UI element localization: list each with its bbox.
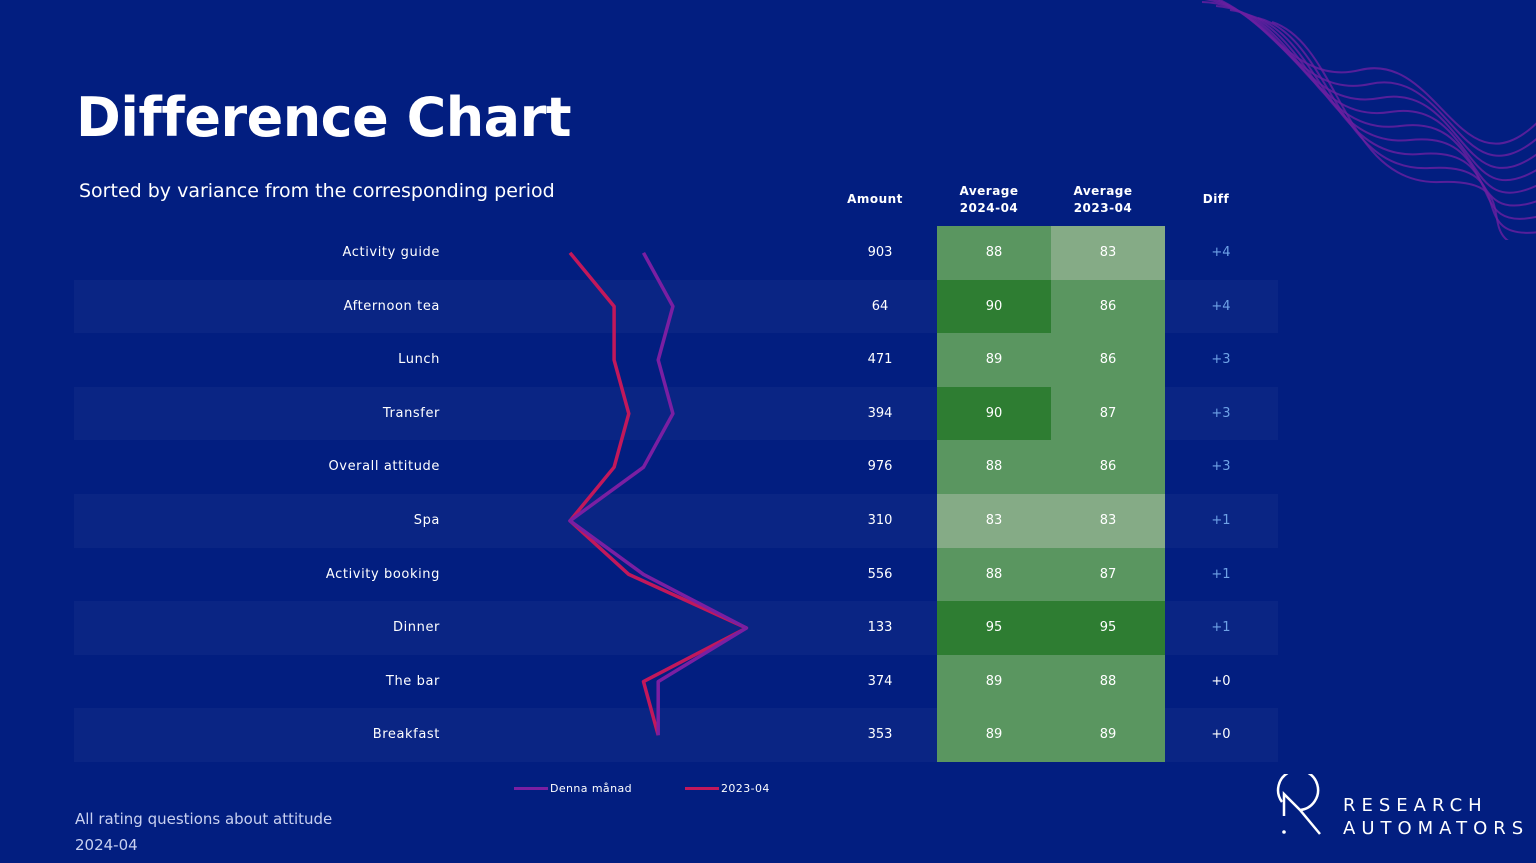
avg-current-cell: 95 xyxy=(937,601,1051,655)
avg-prev-cell: 95 xyxy=(1051,601,1165,655)
table-row: Activity guide 903 88 83 +4 xyxy=(74,226,1278,280)
diff-cell: +1 xyxy=(1211,620,1231,636)
row-label: Spa xyxy=(413,513,440,528)
wave-line xyxy=(1215,5,1536,194)
wave-line xyxy=(1271,21,1510,240)
series-line-current xyxy=(568,251,749,736)
diff-cell: +0 xyxy=(1211,673,1231,689)
amount-cell: 133 xyxy=(867,620,893,636)
table-row: Activity booking 556 88 87 +1 xyxy=(74,547,1278,602)
amount-cell: 976 xyxy=(867,459,893,475)
amount-cell: 310 xyxy=(867,513,893,528)
amount-cell: 903 xyxy=(867,245,893,260)
diff-cell: +4 xyxy=(1211,298,1231,314)
row-label: Activity guide xyxy=(342,245,440,260)
footer-period: 2024-04 xyxy=(75,836,138,854)
header-amount: Amount xyxy=(847,192,903,206)
avg-current-cell: 89 xyxy=(937,654,1051,709)
amount-cell: 471 xyxy=(867,352,893,368)
amount-cell: 353 xyxy=(867,727,893,743)
amount-cell: 64 xyxy=(871,298,889,314)
wave-decoration xyxy=(1201,0,1536,240)
table-row: Afternoon tea 64 90 86 +4 xyxy=(74,279,1278,334)
avg-current-cell: 90 xyxy=(937,279,1051,334)
avg-prev-cell: 87 xyxy=(1051,547,1165,602)
wave-line xyxy=(1201,1,1536,182)
avg-current-cell: 88 xyxy=(937,226,1051,280)
amount-cell: 556 xyxy=(867,566,893,582)
avg-prev-cell: 89 xyxy=(1051,708,1165,762)
avg-current-cell: 89 xyxy=(937,708,1051,762)
logo-text: RESEARCH AUTOMATORS xyxy=(1343,795,1530,839)
diff-cell: +1 xyxy=(1211,566,1231,582)
legend-swatch xyxy=(685,787,719,790)
row-label: Afternoon tea xyxy=(343,298,440,314)
avg-prev-cell: 87 xyxy=(1051,386,1165,441)
subtitle: Sorted by variance from the correspondin… xyxy=(79,180,555,202)
row-label: Activity booking xyxy=(325,566,440,582)
diff-cell: +0 xyxy=(1211,727,1231,743)
table-row: Overall attitude 976 88 86 +3 xyxy=(74,440,1278,494)
wave-line xyxy=(1203,0,1536,169)
legend-item-prev: 2023-04 xyxy=(685,782,770,795)
row-label: Dinner xyxy=(392,620,440,636)
footer-note: All rating questions about attitude xyxy=(75,810,333,828)
row-label: Lunch xyxy=(398,352,440,368)
table-row: Lunch 471 89 86 +3 xyxy=(74,333,1278,387)
avg-prev-cell: 83 xyxy=(1051,226,1165,280)
diff-cell: +3 xyxy=(1211,352,1231,368)
table-row: Transfer 394 90 87 +3 xyxy=(74,386,1278,441)
table-row: The bar 374 89 88 +0 xyxy=(74,654,1278,709)
legend-swatch xyxy=(514,787,548,790)
diff-cell: +1 xyxy=(1211,513,1231,528)
amount-cell: 374 xyxy=(867,673,893,689)
avg-prev-cell: 86 xyxy=(1051,440,1165,494)
row-label: Transfer xyxy=(382,405,440,421)
diff-cell: +3 xyxy=(1211,459,1231,475)
header-avg-prev: Average 2023-04 xyxy=(1073,184,1133,215)
page-title: Difference Chart xyxy=(76,86,572,149)
header-diff: Diff xyxy=(1202,192,1230,206)
avg-prev-cell: 86 xyxy=(1051,333,1165,387)
row-label: Breakfast xyxy=(372,727,440,743)
diff-cell: +3 xyxy=(1211,405,1231,421)
avg-prev-cell: 88 xyxy=(1051,654,1165,709)
avg-current-cell: 83 xyxy=(937,494,1051,548)
legend-item-current: Denna månad xyxy=(514,782,632,795)
avg-current-cell: 89 xyxy=(937,333,1051,387)
amount-cell: 394 xyxy=(867,405,893,421)
avg-current-cell: 90 xyxy=(937,386,1051,441)
avg-current-cell: 88 xyxy=(937,440,1051,494)
table-row: Dinner 133 95 95 +1 xyxy=(74,601,1278,655)
row-label: Overall attitude xyxy=(328,459,440,475)
logo-icon xyxy=(1276,774,1321,835)
row-label: The bar xyxy=(385,673,440,689)
wave-line xyxy=(1229,9,1536,207)
diff-cell: +4 xyxy=(1211,245,1231,260)
table-row: Spa 310 83 83 +1 xyxy=(74,494,1278,548)
avg-current-cell: 88 xyxy=(937,547,1051,602)
table-row: Breakfast 353 89 89 +0 xyxy=(74,708,1278,762)
series-line-prev xyxy=(568,251,749,736)
avg-prev-cell: 86 xyxy=(1051,279,1165,334)
avg-prev-cell: 83 xyxy=(1051,494,1165,548)
header-avg-current: Average 2024-04 xyxy=(959,184,1019,215)
